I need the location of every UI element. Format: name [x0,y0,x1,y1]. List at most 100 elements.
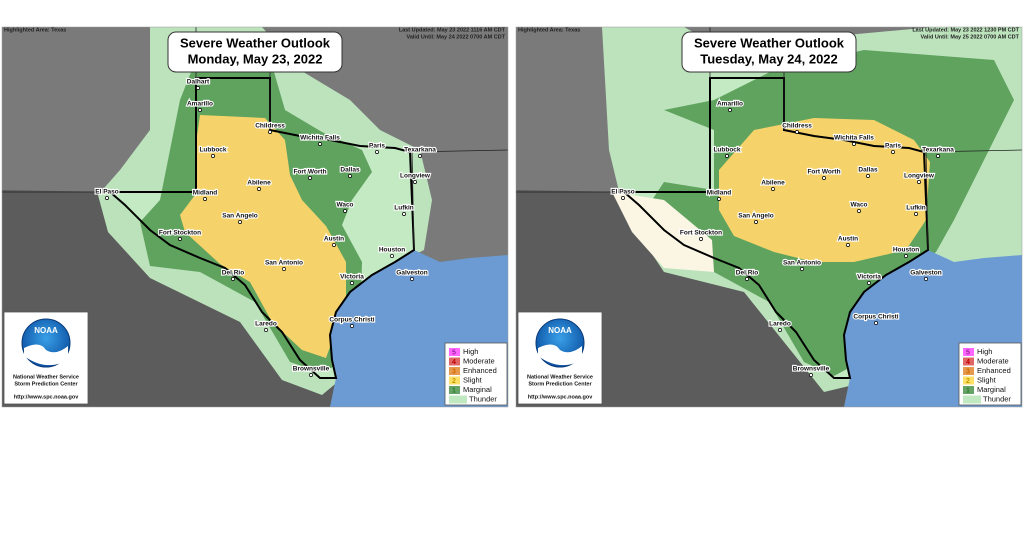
city-label: Del Rio [222,270,244,277]
texas-border [107,77,416,379]
slight-area [719,118,930,262]
legend-swatch [449,357,460,366]
highlighted-area: Highlighted Area: Texas [518,27,580,33]
outlook-panel: Amarillo Childress Wichita Falls Paris Texar… [515,26,1023,408]
city-label: Midland [707,190,732,197]
title: Severe Weather Outlook [694,35,845,50]
city-label: San Angelo [738,213,774,220]
city-label: Longview [400,173,431,180]
noaa-gull [538,344,582,366]
city-marker [375,150,379,154]
city-label: Del Rio [736,270,758,277]
city-marker [268,130,272,134]
city-label: Texarkana [922,147,954,154]
legend-swatch [963,357,974,366]
city-marker [343,209,347,213]
city-label: Childress [782,123,812,130]
legend-swatch [449,367,460,375]
title-box [681,31,857,73]
city-label: Abilene [247,180,271,187]
date: Monday, May 23, 2022 [188,51,323,66]
city-label: Amarillo [187,101,213,108]
city-marker [866,174,870,178]
city-marker [418,154,422,158]
city-marker [257,187,261,191]
city-marker [867,281,871,285]
city-marker [350,324,354,328]
city-marker [238,220,242,224]
city-marker [745,277,749,281]
city-marker [390,254,394,258]
city-marker [410,277,414,281]
city-marker [332,243,336,247]
legend-level: 1 [452,387,456,394]
map [2,27,508,407]
city-marker [917,180,921,184]
legend-label: Moderate [977,356,1009,365]
city-label: Victoria [857,274,881,281]
city-marker [105,196,109,200]
city-label: Wichita Falls [300,135,340,142]
legend-level: 2 [452,378,456,385]
city-marker [891,150,895,154]
legend-label: Moderate [463,356,495,365]
legend-swatch [449,395,467,404]
valid-until: Valid Until: May 25 2022 0700 AM CDT [920,34,1019,40]
city-label: Fort Stockton [159,230,201,237]
logo-url: http://www.spc.noaa.gov [528,394,594,400]
legend-level: 1 [966,387,970,394]
city-label: Corpus Christi [329,317,374,324]
city-label: Austin [838,236,858,243]
legend-label: Thunder [469,394,497,403]
last-updated: Last Updated: May 23 2022 1116 AM CDT [399,27,506,33]
legend-label: Enhanced [977,366,1011,375]
city-marker [717,197,721,201]
city-marker [936,154,940,158]
city-label: Victoria [340,274,364,281]
state-line [409,149,508,153]
city-label: Lubbock [713,147,740,154]
city-label: Fort Worth [807,169,840,176]
logo-url: http://www.spc.noaa.gov [14,394,80,400]
city-label: Lufkin [906,205,926,212]
city-label: El Paso [95,189,119,196]
city-label: Lufkin [394,205,414,212]
no-risk-area [612,192,714,272]
state-line [923,149,1022,153]
city-label: Dallas [858,167,878,174]
logo-center: Storm Prediction Center [14,381,78,387]
city-label: Paris [369,143,385,150]
city-label: Austin [324,236,344,243]
city-label: Lubbock [199,147,226,154]
title-box [167,31,343,73]
city-marker [203,197,207,201]
legend-swatch [963,348,974,356]
city-label: Wichita Falls [834,135,874,142]
city-label: San Antonio [265,260,303,267]
city-marker [904,254,908,258]
city-marker [771,187,775,191]
city-label: Longview [904,173,935,180]
legend-level: 2 [966,378,970,385]
slight-area [180,115,346,358]
legend-swatch [449,386,460,394]
legend-level: 4 [966,359,970,366]
legend-swatch [963,367,974,375]
logo-center: Storm Prediction Center [528,381,592,387]
city-label: Brownsville [293,366,330,373]
legend-swatch [449,376,460,385]
city-label: Paris [885,143,901,150]
city-label: San Angelo [222,213,258,220]
panel-frame [1,26,509,408]
city-marker [309,373,313,377]
city-marker [231,277,235,281]
city-label: Waco [850,202,867,209]
city-marker [264,328,268,332]
legend-level: 3 [452,368,456,375]
city-label: Laredo [769,321,791,328]
legend-label: High [463,347,478,356]
state-line [411,149,415,251]
legend-label: Enhanced [463,366,497,375]
